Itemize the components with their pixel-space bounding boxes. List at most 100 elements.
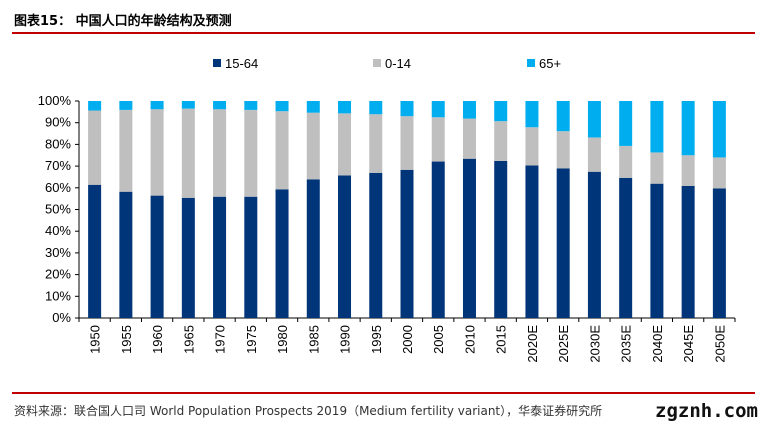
bar-15-64-2030E [587,171,601,318]
bar-0-14-1960 [150,109,164,196]
bar-15-64-1980 [275,189,289,318]
y-tick-label: 20% [45,267,71,282]
bar-65+-2020E [525,101,539,128]
bar-15-64-2015 [494,160,508,318]
bar-15-64-1955 [119,191,133,318]
x-tick-label: 1995 [369,325,384,354]
bar-0-14-1985 [306,112,320,180]
bar-0-14-2030E [587,137,601,172]
bar-65+-2005 [431,101,445,118]
bar-15-64-2050E [712,188,726,318]
bar-0-14-1980 [275,111,289,190]
bar-0-14-2045E [681,155,695,186]
bar-65+-1980 [275,101,289,112]
bar-0-14-2040E [650,152,664,184]
x-tick-label: 2025E [556,325,571,363]
bar-0-14-1950 [88,110,102,185]
bar-0-14-1975 [244,109,258,197]
legend-label: 15-64 [225,56,258,71]
bar-65+-1970 [213,101,227,110]
bar-15-64-2005 [431,161,445,318]
bar-15-64-2025E [556,168,570,318]
x-tick-label: 2005 [431,325,446,354]
bar-0-14-2035E [619,145,633,178]
stacked-bar-chart: 0% 10% 20% 30% 40% 50% 60% 70% 80% 90% 100% 1950 195… [38,56,736,363]
bar-15-64-2020E [525,165,539,318]
x-tick-label: 2050E [712,325,727,363]
x-tick-label: 1955 [119,325,134,354]
legend-swatch-65+ [527,59,535,67]
bar-0-14-1970 [213,109,227,197]
legend-swatch-15-64 [213,59,221,67]
x-tick-label: 1960 [150,325,165,354]
chart-title: 图表15： 中国人口的年龄结构及预测 [14,14,232,29]
bar-15-64-1990 [338,175,352,318]
y-tick-label: 90% [45,115,71,130]
x-tick-label: 1990 [338,325,353,354]
bar-0-14-2020E [525,127,539,166]
x-tick-label: 1980 [275,325,290,354]
footer-divider [12,392,755,394]
bar-15-64-1985 [306,179,320,318]
x-tick-label: 2000 [400,325,415,354]
bar-65+-2025E [556,101,570,132]
legend-swatch-0-14 [373,59,381,67]
y-tick-label: 70% [45,158,71,173]
title-divider [12,32,755,34]
bar-15-64-2000 [400,169,414,318]
bar-65+-2015 [494,101,508,122]
bar-15-64-1965 [181,197,195,318]
bar-65+-2050E [712,101,726,158]
bar-0-14-1965 [181,108,195,198]
bar-65+-2010 [462,101,476,119]
y-tick-label: 0% [52,310,71,325]
x-tick-label: 2045E [681,325,696,363]
x-tick-label: 2015 [494,325,509,354]
bar-0-14-1990 [338,113,352,176]
legend-label: 0-14 [385,56,411,71]
x-tick-label: 2030E [587,325,602,363]
bar-65+-1960 [150,101,164,110]
x-tick-label: 2020E [525,325,540,363]
bar-65+-2030E [587,101,601,138]
x-tick-label: 1950 [88,325,103,354]
y-tick-label: 100% [38,93,72,108]
x-tick-label: 1965 [181,325,196,354]
y-tick-label: 10% [45,288,71,303]
bar-65+-1985 [306,101,320,113]
bar-15-64-2035E [619,177,633,318]
bar-15-64-2010 [462,158,476,318]
bar-0-14-1955 [119,109,133,192]
watermark: zgznh.com [655,400,758,422]
bar-15-64-2040E [650,183,664,318]
bar-65+-1955 [119,101,133,110]
x-tick-label: 2035E [619,325,634,363]
bar-0-14-2010 [462,118,476,159]
bar-65+-1995 [369,101,383,115]
y-tick-label: 30% [45,245,71,260]
y-tick-label: 80% [45,136,71,151]
bar-65+-2045E [681,101,695,156]
bar-0-14-1995 [369,114,383,173]
bar-0-14-2005 [431,117,445,162]
x-tick-label: 2040E [650,325,665,363]
bar-15-64-1995 [369,172,383,318]
x-tick-label: 1970 [213,325,228,354]
y-tick-label: 40% [45,223,71,238]
bar-65+-1965 [181,101,195,109]
bar-65+-1990 [338,101,352,114]
x-tick-label: 2010 [462,325,477,354]
bar-15-64-1975 [244,196,258,318]
bar-15-64-1960 [150,195,164,318]
source-note: 资料来源：联合国人口司 World Population Prospects 2… [14,404,603,418]
bar-0-14-2025E [556,131,570,169]
bar-65+-1950 [88,101,102,111]
bar-65+-1975 [244,101,258,110]
bar-65+-2000 [400,101,414,117]
bar-0-14-2000 [400,116,414,170]
y-tick-label: 50% [45,202,71,217]
legend-label: 65+ [539,56,561,71]
bar-15-64-1950 [88,184,102,318]
y-tick-label: 60% [45,180,71,195]
bar-15-64-1970 [213,196,227,318]
